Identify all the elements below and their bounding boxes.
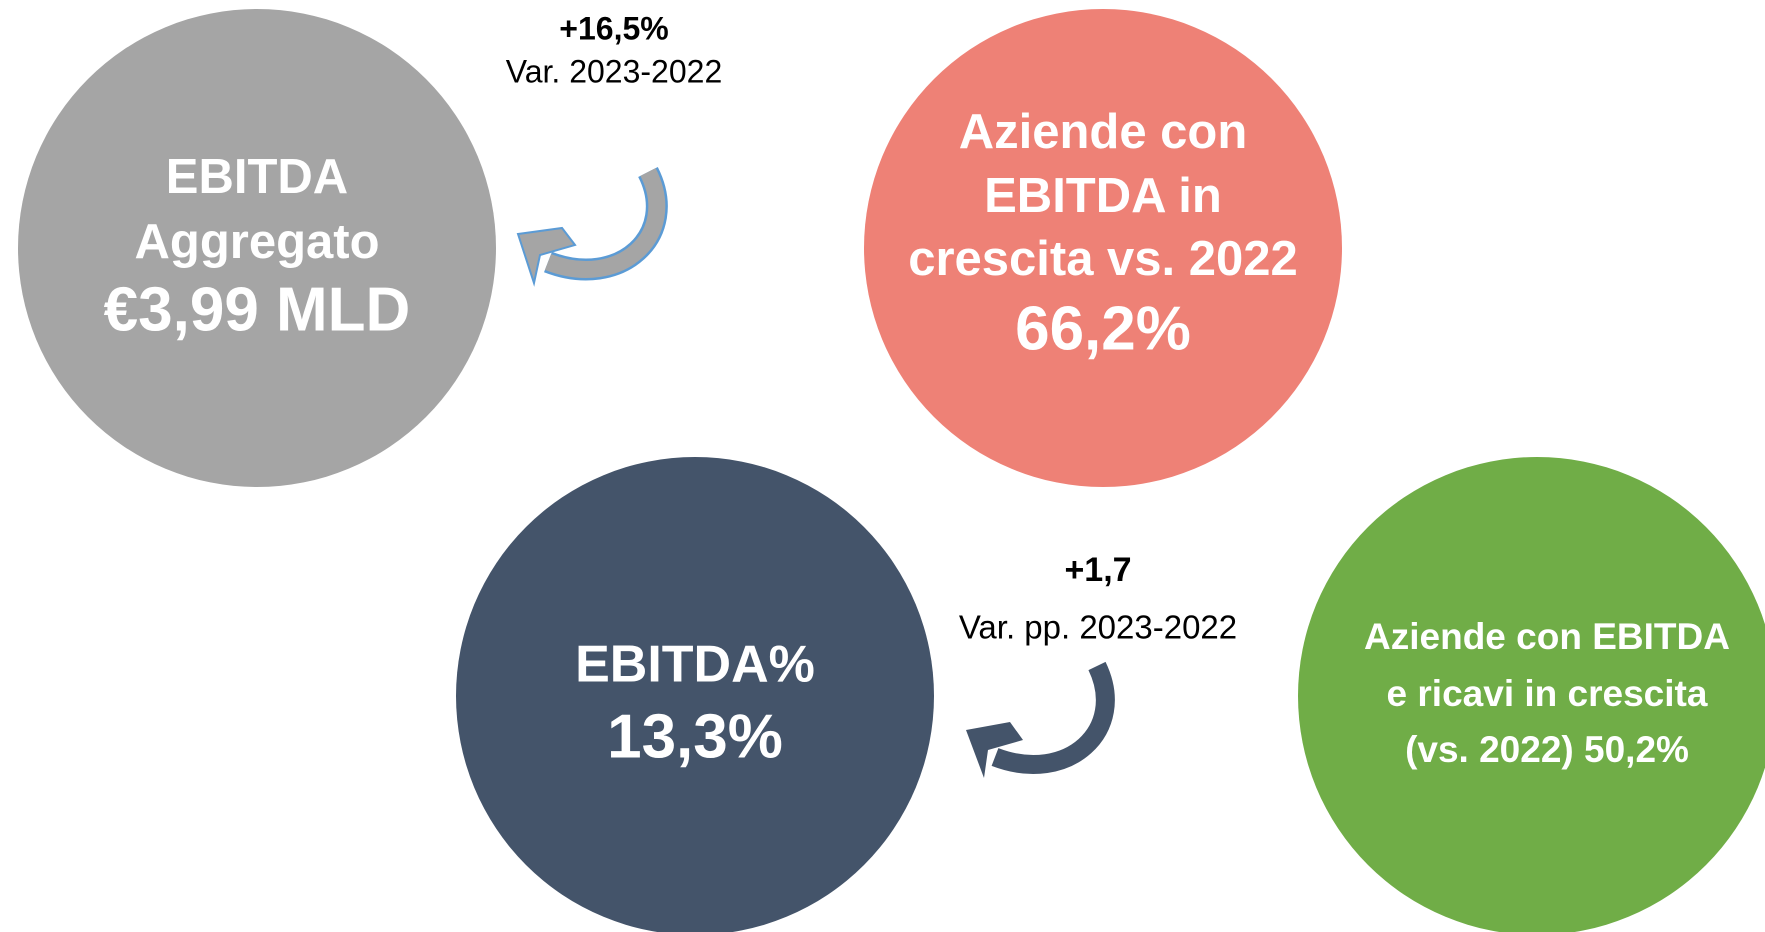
annotation-value: +16,5% xyxy=(559,10,668,46)
circle-text: Aziende con EBITDA xyxy=(1364,616,1730,657)
annotation-label: Var. pp. 2023-2022 xyxy=(959,609,1237,646)
circle-value: €3,99 MLD xyxy=(104,275,411,344)
circle-4-text: Aziende con EBITDA e ricavi in crescita … xyxy=(1364,616,1730,770)
circle-text: EBITDA xyxy=(166,150,348,204)
circle-text: Aggregato xyxy=(135,215,380,269)
circle-value: 13,3% xyxy=(607,702,783,771)
circle-text: crescita vs. 2022 xyxy=(908,232,1298,286)
circle-value: 66,2% xyxy=(1015,294,1191,363)
arrow-1 xyxy=(516,167,668,287)
circle-text: (vs. 2022) 50,2% xyxy=(1405,729,1689,770)
annotation-value: +1,7 xyxy=(1064,551,1131,589)
circle-ebitda xyxy=(18,9,496,487)
circle-margin xyxy=(456,457,934,932)
circle-growth-revenue xyxy=(1298,457,1765,932)
circle-text: EBITDA% xyxy=(575,636,815,694)
circle-text: EBITDA in xyxy=(984,169,1222,223)
annotation-label: Var. 2023-2022 xyxy=(506,53,722,89)
circle-1-text: EBITDA Aggregato €3,99 MLD xyxy=(104,150,411,344)
circle-text: e ricavi in crescita xyxy=(1387,673,1708,714)
circle-2-text: Aziende con EBITDA in crescita vs. 2022 … xyxy=(908,105,1298,363)
circle-text: Aziende con xyxy=(959,105,1248,159)
circle-3-text: EBITDA% 13,3% xyxy=(575,636,815,772)
arrow-2 xyxy=(966,661,1115,778)
circle-growth xyxy=(864,9,1342,487)
